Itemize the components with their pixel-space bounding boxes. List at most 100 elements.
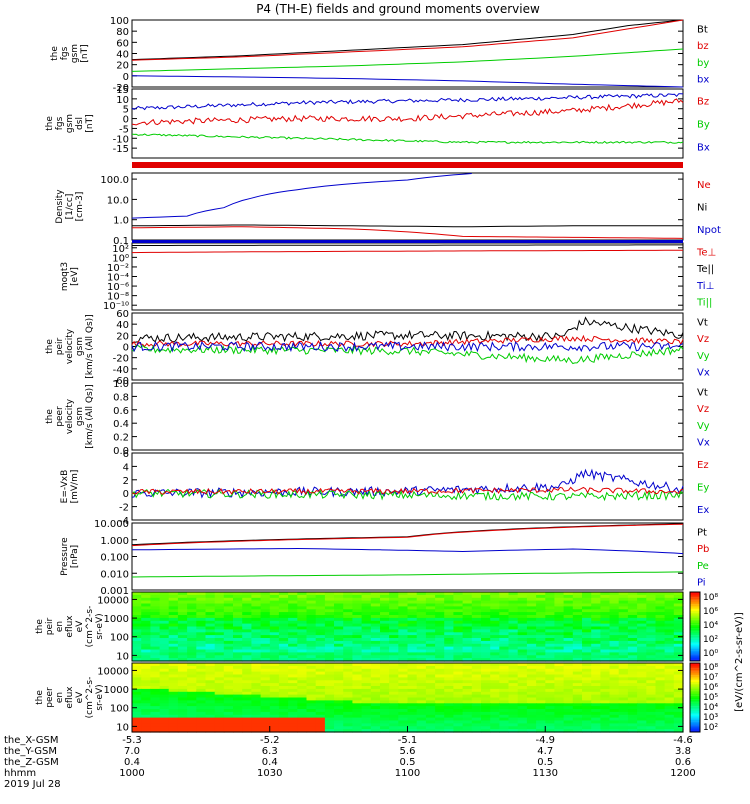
spectrogram-cell [637,600,647,605]
spectrogram-cell [435,617,445,622]
spectrogram-cell [526,646,537,651]
colorbar-lower-cell [690,664,700,667]
spectrogram-cell [490,703,500,707]
spectrogram-cell [673,700,684,704]
spectrogram-cell [269,720,280,724]
spectrogram-cell [499,643,510,648]
spectrogram-cell [664,615,675,619]
spectrogram-cell [334,726,344,730]
spectrogram-cell [435,623,445,628]
spectrogram-cell [233,691,243,696]
spectrogram-cell [435,723,445,727]
spectrogram-cell [582,711,592,716]
spectrogram-cell [591,609,601,613]
spectrogram-cell [150,711,161,716]
spectrogram-cell [389,671,399,676]
spectrogram-cell [499,709,510,713]
spectrogram-cell [490,597,500,602]
spectrogram-cell [582,700,592,704]
spectrogram-cell [673,680,684,684]
spectrogram-cell [278,617,289,622]
spectrogram-cell [233,680,243,684]
spectrogram-cell [324,626,335,630]
spectrogram-cell [205,649,216,653]
spectrogram-cell [214,632,225,636]
spectrogram-cell [563,665,574,670]
spectrogram-cell [398,674,409,678]
ylabel-peer-spectrogram-1: peer [45,687,55,708]
spectrogram-cell [416,617,427,622]
spectrogram-cell [471,677,482,681]
legend-peir-velocity-Vy: Vy [697,351,710,362]
spectrogram-cell [545,726,556,730]
spectrogram-cell [324,663,335,667]
spectrogram-cell [334,683,344,687]
spectrogram-cell [352,635,363,639]
spectrogram-cell [278,600,289,605]
spectrogram-cell [471,663,482,667]
spectrogram-cell [141,709,151,713]
spectrogram-cell [471,680,482,684]
spectrogram-cell [618,700,629,704]
spectrogram-cell [269,623,280,628]
spectrogram-cell [278,711,289,716]
spectrogram-cell [260,677,271,681]
spectrogram-cell [554,720,565,724]
spectrogram-cell [618,606,629,610]
spectrogram-cell [517,609,528,613]
spectrogram-cell [324,643,335,648]
spectrogram-cell [481,655,491,659]
spectrogram-cell [572,686,583,690]
spectrogram-cell [664,638,675,642]
spectrogram-cell [288,723,298,727]
spectrogram-cell [324,640,335,645]
spectrogram-cell [398,655,409,659]
spectrogram-cell [324,617,335,622]
spectrogram-cell [297,683,308,687]
spectrogram-cell [334,629,344,633]
spectrogram-cell [196,663,207,667]
spectrogram-cell [425,720,436,724]
spectrogram-cell [618,655,629,659]
spectrogram-cell [481,714,491,719]
spectrogram-cell [315,706,326,710]
spectrogram-cell [444,615,454,619]
spectrogram-cell [205,655,216,659]
spectrogram-cell [481,683,491,687]
spectrogram-cell [673,714,684,719]
spectrogram-cell [187,665,197,670]
spectrogram-cell [177,688,188,693]
spectrogram-cell [297,668,308,673]
spectrogram-cell [444,720,454,724]
spectrogram-cell [306,703,317,707]
spectrogram-cell [673,632,684,636]
spectrogram-cell [343,632,353,636]
spectrogram-cell [646,638,657,642]
spectrogram-cell [150,680,161,684]
spectrogram-cell [343,649,353,653]
spectrogram-cell [334,720,344,724]
spectrogram-cell [196,700,207,704]
spectrogram-cell [196,643,207,648]
spectrogram-cell [150,612,161,616]
spectrogram-cell [187,615,197,619]
spectrogram-cell [425,652,436,656]
spectrogram-cell [233,600,243,605]
spectrogram-cell [554,638,565,642]
spectrogram-cell [288,711,298,716]
spectrogram-cell [444,711,454,716]
spectrogram-cell [591,638,601,642]
colorbar-tick: 10³ [703,713,718,723]
spectrogram-cell [627,694,638,699]
spectrogram-cell [618,658,629,662]
spectrogram-cell [407,609,418,613]
spectrogram-cell [278,703,289,707]
spectrogram-cell [536,665,546,670]
spectrogram-cell [352,714,363,719]
spectrogram-cell [361,652,372,656]
spectrogram-cell [490,694,500,699]
spectrogram-cell [352,700,363,704]
ylabel-peir-spectrogram-6: sr-eV) [95,613,105,639]
ylabel-peir-spectrogram-4: eV [75,620,85,633]
spectrogram-cell [141,623,151,628]
